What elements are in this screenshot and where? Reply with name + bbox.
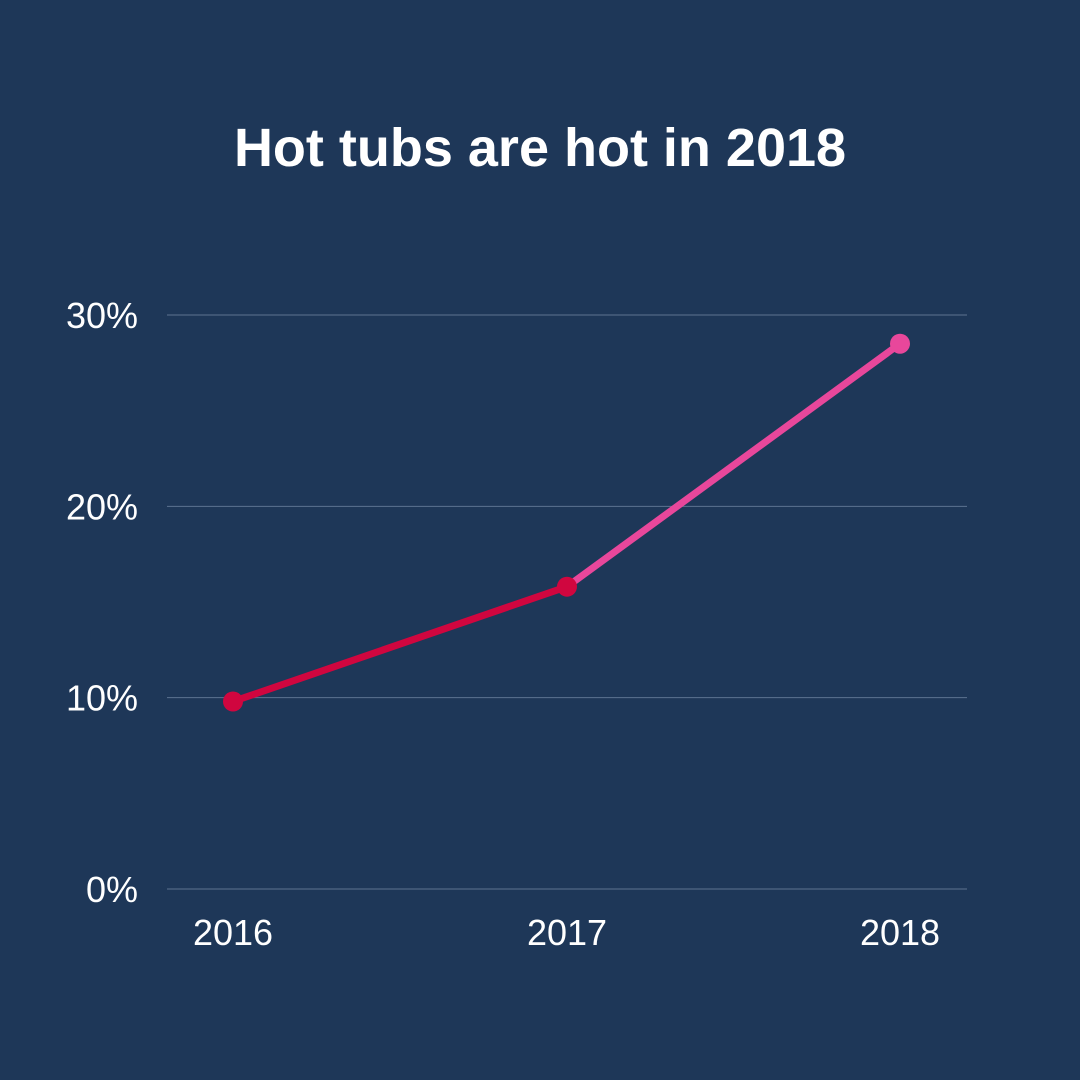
data-point	[557, 576, 577, 597]
gridlines	[167, 314, 967, 890]
series-points	[223, 333, 910, 712]
y-tick-label: 30%	[66, 295, 138, 336]
data-point	[223, 691, 243, 712]
x-tick-label: 2016	[193, 912, 273, 953]
data-point	[890, 333, 910, 354]
x-tick-label: 2018	[860, 912, 940, 953]
y-axis-tick-labels: 0% 10% 20% 30%	[66, 295, 138, 910]
series-line	[229, 340, 904, 705]
y-tick-label: 0%	[86, 869, 138, 910]
line-segment	[229, 583, 571, 705]
y-tick-label: 10%	[66, 678, 138, 719]
y-tick-label: 20%	[66, 486, 138, 527]
chart-title: Hot tubs are hot in 2018	[233, 118, 847, 178]
x-tick-label: 2017	[527, 912, 607, 953]
x-axis-tick-labels: 2016 2017 2018	[193, 912, 940, 953]
line-segment	[563, 340, 904, 591]
